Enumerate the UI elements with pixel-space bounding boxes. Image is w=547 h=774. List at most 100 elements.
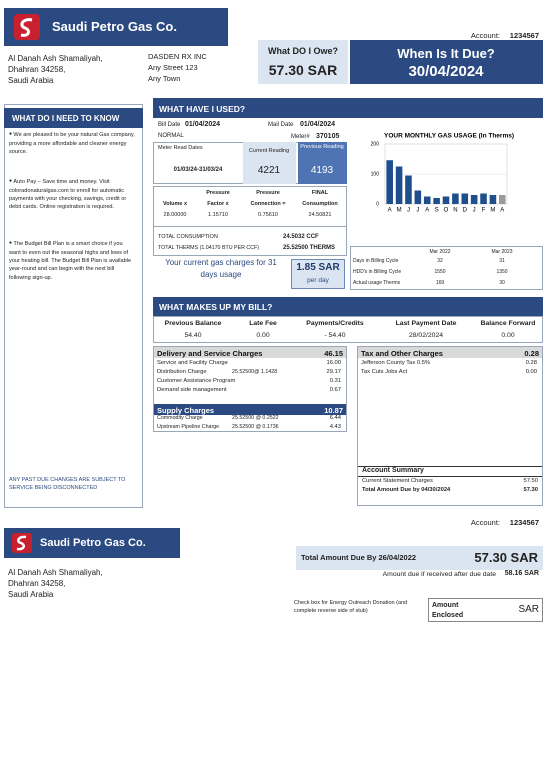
summary-rule	[358, 466, 542, 467]
calc-value: 28.00000	[163, 212, 187, 218]
total-due: 57.30 SAR	[474, 550, 538, 565]
account-number: 1234567	[509, 31, 539, 40]
charge-value: 6.44	[329, 415, 341, 421]
delivery-box	[153, 346, 347, 432]
usage-header	[153, 98, 543, 118]
total-therms: 25.52500 THERMS	[283, 245, 336, 251]
supply-total: 10.87	[324, 405, 343, 415]
tax-box	[357, 346, 543, 506]
y-tick-label: 200	[371, 141, 380, 147]
due-date: 30/04/2024	[408, 63, 484, 80]
supply-title: Supply Charges	[157, 405, 215, 415]
calc-value: 1.15710	[208, 212, 228, 218]
bill-date: 01/04/2024	[185, 121, 221, 128]
stub-total-box	[296, 546, 543, 570]
comparison-header: Mar 2022	[429, 249, 451, 255]
bar	[499, 195, 506, 204]
enclosed-label: Amount Enclosed	[432, 602, 464, 620]
x-tick-label: F	[482, 208, 486, 214]
customer-address: Al Danah Ash Shamaliyah,	[8, 568, 103, 577]
owe-amount: 57.30 SAR	[268, 62, 338, 78]
know-title: WHAT DO I NEED TO KNOW	[12, 114, 120, 123]
bar	[452, 193, 459, 204]
balance-header: Previous Balance	[164, 320, 222, 327]
x-tick-label: J	[407, 208, 410, 214]
balance-header: Balance Forward	[480, 320, 536, 327]
bar	[405, 175, 412, 204]
x-tick-label: J	[473, 208, 476, 214]
x-tick-label: N	[453, 208, 457, 214]
comparison-value: 31	[499, 258, 505, 264]
comparison-box	[350, 246, 543, 290]
know-notice: ANY PAST DUE CHANGES ARE SUBJECT TO SERV…	[9, 477, 126, 492]
customer-address: Al Danah Ash Shamaliyah,	[8, 54, 103, 63]
owe-box	[258, 40, 348, 84]
x-tick-label: D	[463, 208, 468, 214]
charge-rate: 25.52500 @ 0.1736	[232, 424, 279, 430]
donation-text: Check box for Energy Outreach Donation (…	[294, 600, 408, 614]
charge-label: Jefferson County Tax 0.5%	[361, 360, 431, 366]
know-item: The Budget Bill Plan is a smart choice i…	[9, 240, 135, 282]
label: Previous Reading	[300, 144, 344, 150]
x-tick-label: A	[388, 208, 392, 214]
comparison-header: Mar 2023	[491, 249, 513, 255]
comparison-label: Actual usage Therms	[353, 280, 401, 286]
account-label: Account:	[470, 518, 500, 527]
account-label: Account:	[470, 31, 500, 40]
label: Mail Date	[268, 122, 294, 128]
delivery-title: Delivery and Service Charges	[157, 348, 263, 358]
charge-value: 29.17	[326, 369, 341, 375]
daily-text: Your current gas charges for 31 days usa…	[165, 258, 277, 279]
charge-value: 16.00	[326, 360, 341, 366]
daily-unit: per day	[307, 277, 329, 284]
balance-header: Payments/Credits	[306, 320, 364, 327]
charge-label: Upstream Pipeline Charge	[157, 424, 220, 430]
owe-label: What DO I Owe?	[267, 46, 338, 56]
calc-header: Pressure	[206, 190, 230, 196]
customer-address: Saudi Arabia	[8, 590, 54, 599]
comparison-label: HDD's in Billing Cycle	[353, 269, 402, 275]
know-item: Auto Pay – Save time and money. Visit co…	[9, 178, 135, 212]
y-tick-label: 0	[376, 201, 379, 207]
bar	[480, 193, 487, 204]
calc-box	[153, 186, 347, 256]
service-address: DASDEN RX INC	[148, 52, 207, 61]
due-box	[350, 40, 543, 84]
balance-value: 28/02/2024	[408, 332, 444, 339]
calc-value: 24.50821	[308, 212, 332, 218]
label: Current Reading	[248, 148, 290, 154]
delivery-total: 46.15	[324, 348, 343, 358]
charge-rate: 25.52500@ 1.1428	[232, 369, 278, 375]
tax-title: Tax and Other Charges	[361, 348, 443, 358]
know-panel	[4, 104, 143, 508]
x-tick-label: S	[435, 208, 439, 214]
company-name: Saudi Petro Gas Co.	[52, 19, 177, 34]
customer-address: Dhahran 34258,	[8, 579, 66, 588]
late-amount: 58.16 SAR	[504, 570, 539, 577]
x-tick-label: M	[490, 208, 495, 214]
read-dates: 01/03/24-31/03/24	[173, 167, 223, 173]
bar	[414, 190, 422, 204]
bar	[433, 198, 440, 204]
balance-value: 0.00	[256, 332, 270, 339]
enclosed-unit: SAR	[518, 604, 539, 615]
previous-reading: 4193	[310, 165, 334, 176]
calc-header: FINAL	[311, 190, 329, 196]
supply-header	[154, 404, 346, 415]
bar	[461, 193, 469, 204]
customer-address: Dhahran 34258,	[8, 65, 66, 74]
mail-date: 01/04/2024	[300, 121, 336, 128]
bar	[395, 166, 403, 204]
summary-label: Total Amount Due by 04/30/2024	[362, 487, 451, 493]
charge-label: Service and Facility Charge	[157, 360, 228, 366]
logo-icon	[14, 14, 40, 40]
charge-value: 4.43	[329, 424, 341, 430]
stub-logo-icon	[12, 533, 32, 553]
charge-label: Customer Assistance Program	[157, 378, 236, 384]
enclosed-box	[428, 598, 543, 622]
x-tick-label: M	[397, 208, 402, 214]
daily-box	[291, 259, 345, 289]
due-label: When Is It Due?	[397, 46, 495, 61]
x-tick-label: O	[444, 208, 449, 214]
balance-value: 0.00	[501, 332, 515, 339]
